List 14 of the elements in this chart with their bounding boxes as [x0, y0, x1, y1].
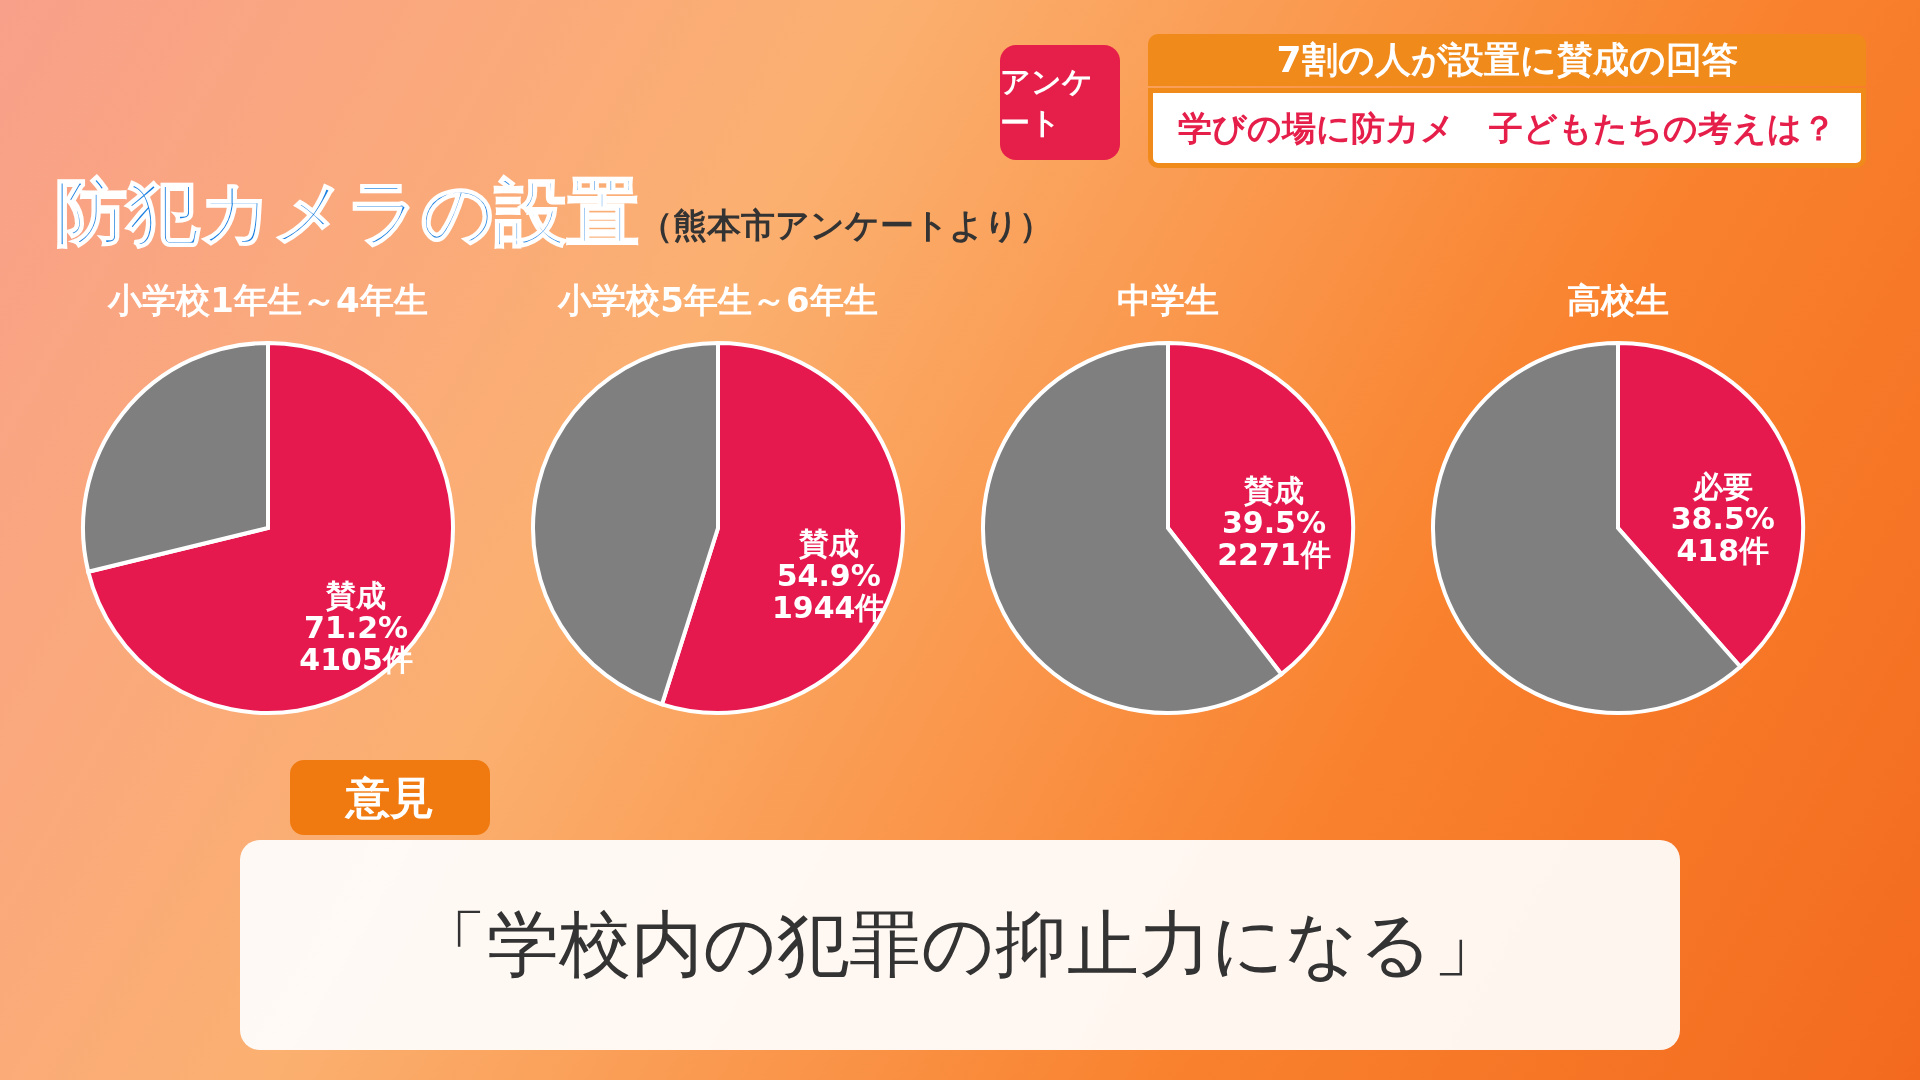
text: 意見 — [290, 760, 490, 835]
slice-label: 賛成 — [797, 526, 859, 562]
text: 7割の人が設置に賛成の回答 — [1148, 34, 1866, 86]
text: 2271件 — [1217, 536, 1331, 572]
text: （熊本市アンケートより） — [639, 205, 1053, 245]
chart-title: 小学校1年生～4年生 — [107, 280, 428, 320]
chart-title: 中学生 — [1117, 280, 1219, 320]
text: 1944件 — [771, 590, 886, 626]
text: 学びの場に防カメ 子どもたちの考えは？ — [1148, 88, 1866, 168]
chart-title: 小学校5年生～6年生 — [557, 280, 878, 320]
text: アンケート — [1000, 45, 1120, 160]
chart-title: 高校生 — [1567, 280, 1669, 320]
slice-label: 賛成 — [325, 578, 387, 614]
text: 「学校内の犯罪の抑止力になる」 — [240, 840, 1680, 1050]
